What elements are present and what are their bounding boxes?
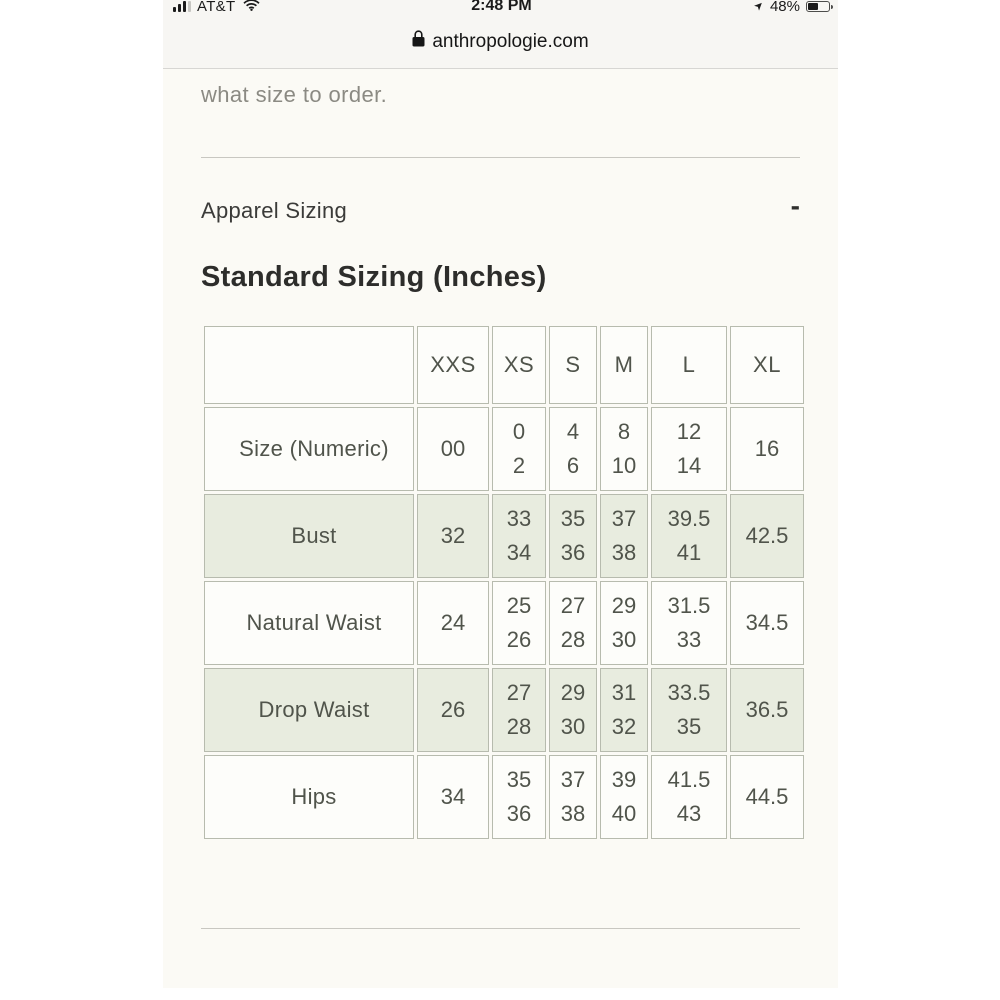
address-bar[interactable]: anthropologie.com [163, 30, 838, 53]
carrier-label: AT&T [197, 0, 236, 15]
measurement-value-cell: 34 [417, 755, 489, 839]
measurement-value-cell: 36.5 [730, 668, 804, 752]
measurement-value-cell: 25 26 [492, 581, 546, 665]
measurement-value-cell: 00 [417, 407, 489, 491]
measurement-value-cell: 27 28 [549, 581, 597, 665]
size-column-header: S [549, 326, 597, 404]
table-heading: Standard Sizing (Inches) [201, 261, 547, 293]
intro-text: what size to order. [201, 82, 388, 107]
measurement-value-cell: 33 34 [492, 494, 546, 578]
measurement-value-cell: 39 40 [600, 755, 648, 839]
size-column-header: XS [492, 326, 546, 404]
measurement-value-cell: 31 32 [600, 668, 648, 752]
battery-percent-label: 48% [769, 0, 800, 15]
measurement-value-cell: 29 30 [549, 668, 597, 752]
measurement-value-cell: 27 28 [492, 668, 546, 752]
clock-label: 2:48 PM [471, 0, 532, 14]
measurement-row: Size (Numeric) 00 0 2 4 6 8 10 12 14 16 [204, 407, 804, 491]
size-column-header: L [651, 326, 727, 404]
measurement-value-cell: 33.5 35 [651, 668, 727, 752]
measurement-label: Drop Waist [204, 668, 414, 752]
corner-cell [204, 326, 414, 404]
size-header-row: XXS XS S M L XL [204, 326, 804, 404]
accordion-title: Apparel Sizing [201, 198, 348, 223]
measurement-value-cell: 37 38 [600, 494, 648, 578]
sizing-table-body: Size (Numeric) 00 0 2 4 6 8 10 12 14 16 Bust 32 33 34 3… [204, 407, 804, 839]
measurement-value-cell: 24 [417, 581, 489, 665]
sizing-table: XXS XS S M L XL Size (Numeric) 00 0 2 4 6 8 10 12 14 16… [201, 323, 807, 842]
padlock-icon [412, 30, 425, 53]
measurement-label: Bust [204, 494, 414, 578]
measurement-label: Natural Waist [204, 581, 414, 665]
size-column-header: XL [730, 326, 804, 404]
measurement-value-cell: 37 38 [549, 755, 597, 839]
measurement-value-cell: 39.5 41 [651, 494, 727, 578]
measurement-row: Natural Waist 24 25 26 27 28 29 30 31.5 33 34.5 [204, 581, 804, 665]
cellular-signal-icon [173, 0, 191, 12]
measurement-row: Hips 34 35 36 37 38 39 40 41.5 43 44.5 [204, 755, 804, 839]
browser-screen: AT&T 2:48 PM ➤ 48% [163, 0, 838, 988]
wifi-icon [243, 0, 261, 15]
measurement-value-cell: 16 [730, 407, 804, 491]
accordion-header[interactable]: Apparel Sizing - [201, 190, 800, 224]
measurement-label: Size (Numeric) [204, 407, 414, 491]
battery-icon [806, 0, 833, 12]
measurement-value-cell: 34.5 [730, 581, 804, 665]
measurement-label: Hips [204, 755, 414, 839]
measurement-value-cell: 29 30 [600, 581, 648, 665]
status-left-group: AT&T [173, 0, 261, 15]
status-bar: AT&T 2:48 PM ➤ 48% [173, 0, 833, 19]
browser-chrome: AT&T 2:48 PM ➤ 48% [163, 0, 838, 69]
status-right-group: ➤ 48% [752, 0, 833, 15]
divider-bottom [201, 928, 800, 929]
collapse-minus-icon[interactable]: - [790, 190, 800, 221]
measurement-value-cell: 35 36 [492, 755, 546, 839]
size-column-header: M [600, 326, 648, 404]
measurement-value-cell: 41.5 43 [651, 755, 727, 839]
measurement-row: Bust 32 33 34 35 36 37 38 39.5 41 42.5 [204, 494, 804, 578]
measurement-value-cell: 8 10 [600, 407, 648, 491]
measurement-value-cell: 32 [417, 494, 489, 578]
measurement-value-cell: 42.5 [730, 494, 804, 578]
measurement-row: Drop Waist 26 27 28 29 30 31 32 33.5 35 36.5 [204, 668, 804, 752]
divider [201, 157, 800, 158]
page-body: what size to order. Apparel Sizing - Sta… [163, 80, 838, 929]
measurement-value-cell: 44.5 [730, 755, 804, 839]
measurement-value-cell: 12 14 [651, 407, 727, 491]
measurement-value-cell: 26 [417, 668, 489, 752]
url-domain-label: anthropologie.com [432, 30, 589, 52]
size-column-header: XXS [417, 326, 489, 404]
measurement-value-cell: 35 36 [549, 494, 597, 578]
measurement-value-cell: 31.5 33 [651, 581, 727, 665]
